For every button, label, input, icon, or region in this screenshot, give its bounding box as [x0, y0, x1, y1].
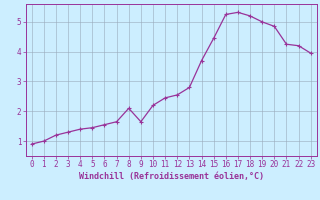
X-axis label: Windchill (Refroidissement éolien,°C): Windchill (Refroidissement éolien,°C)	[79, 172, 264, 181]
